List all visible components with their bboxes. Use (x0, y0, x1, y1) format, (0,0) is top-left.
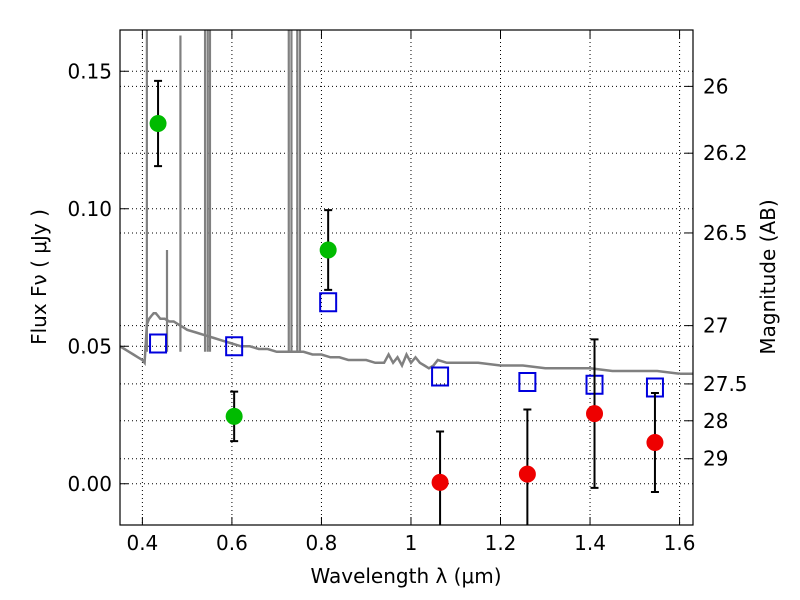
right-tick-label-2: 26.5 (703, 221, 748, 245)
x-tick-label-5: 1.4 (574, 531, 606, 555)
plot-area (120, 30, 693, 525)
y-tick-label-1: 0.05 (67, 334, 112, 358)
spectrum-line (120, 312, 693, 376)
right-tick-label-5: 28 (703, 409, 728, 433)
plot-frame (119, 29, 694, 526)
model-photometry-square-0 (149, 333, 168, 354)
non-detection-point-2 (586, 405, 604, 423)
detection-point-0 (149, 115, 167, 132)
non-detection-point-1 (518, 465, 536, 483)
detection-point-1 (225, 407, 243, 425)
non-detection-point-3 (646, 434, 664, 451)
x-tick-label-4: 1.2 (485, 531, 517, 555)
right-tick-label-0: 26 (703, 74, 728, 98)
model-photometry-square-2 (319, 292, 338, 313)
right-tick-label-3: 27 (703, 314, 728, 338)
x-tick-label-0: 0.4 (126, 531, 158, 555)
right-axis-label: Magnitude (AB) (756, 199, 780, 354)
x-tick-label-3: 1 (405, 531, 418, 555)
model-photometry-square-1 (225, 336, 244, 357)
right-tick-label-1: 26.2 (703, 141, 748, 165)
x-tick-label-1: 0.6 (216, 531, 248, 555)
y-axis-label: Flux Fν ( μJy ) (27, 209, 51, 345)
detection-point-2 (319, 241, 337, 259)
right-tick-label-6: 29 (703, 447, 728, 471)
model-photometry-square-3 (431, 366, 450, 387)
y-tick-label-2: 0.10 (67, 197, 112, 221)
x-tick-label-2: 0.8 (306, 531, 338, 555)
model-photometry-square-4 (518, 372, 537, 392)
y-tick-label-0: 0.00 (67, 472, 112, 496)
x-axis-label: Wavelength λ (μm) (310, 564, 501, 588)
y-tick-label-3: 0.15 (67, 59, 112, 83)
non-detection-point-0 (431, 473, 449, 491)
right-tick-label-4: 27.5 (703, 372, 748, 396)
x-tick-label-6: 1.6 (664, 531, 696, 555)
